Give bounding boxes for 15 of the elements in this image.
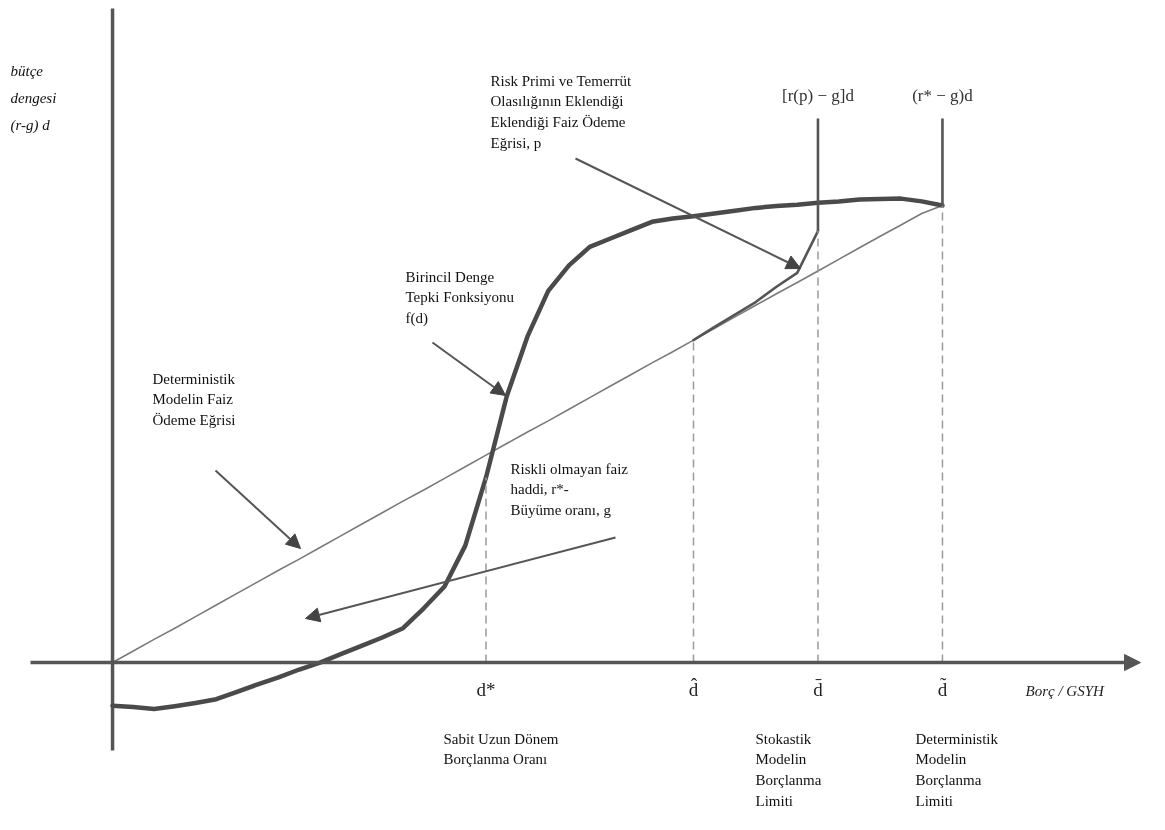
x-tick-label: d̄ [813,678,824,700]
ref-line-label: [r(p) − g]d [782,85,855,105]
ref-line-label: (r* − g)d [912,85,974,105]
x-tick-label: d* [476,678,496,700]
text: Deterministik Modelin Borçlanma Limiti [915,730,999,809]
x-tick-label: d̂ [688,678,699,700]
annotation: Deterministik Modelin Faiz Ödeme Eğrisi [152,370,236,429]
text: Risk Primi ve Temerrüt Olasılığının Eklendiği Eklendiği Faiz Ödeme Eğrisi, p [490,72,633,151]
x-tick-label: d̃ [937,676,948,700]
annotation: Birincil Denge Tepki Fonksiyonu f(d) [405,268,515,328]
text: Sabit Uzun Dönem Borçlanma Oranı [443,730,559,768]
text: Stokastik Modelin Borçlanma Limiti [755,730,822,809]
text: bütçe dengesi (r-g) d [10,62,57,134]
annotation: Riskli olmayan faiz haddi, r*- Büyüme oranı, g [510,460,629,519]
x-axis-title: Borç / GSYH [1025,682,1105,699]
